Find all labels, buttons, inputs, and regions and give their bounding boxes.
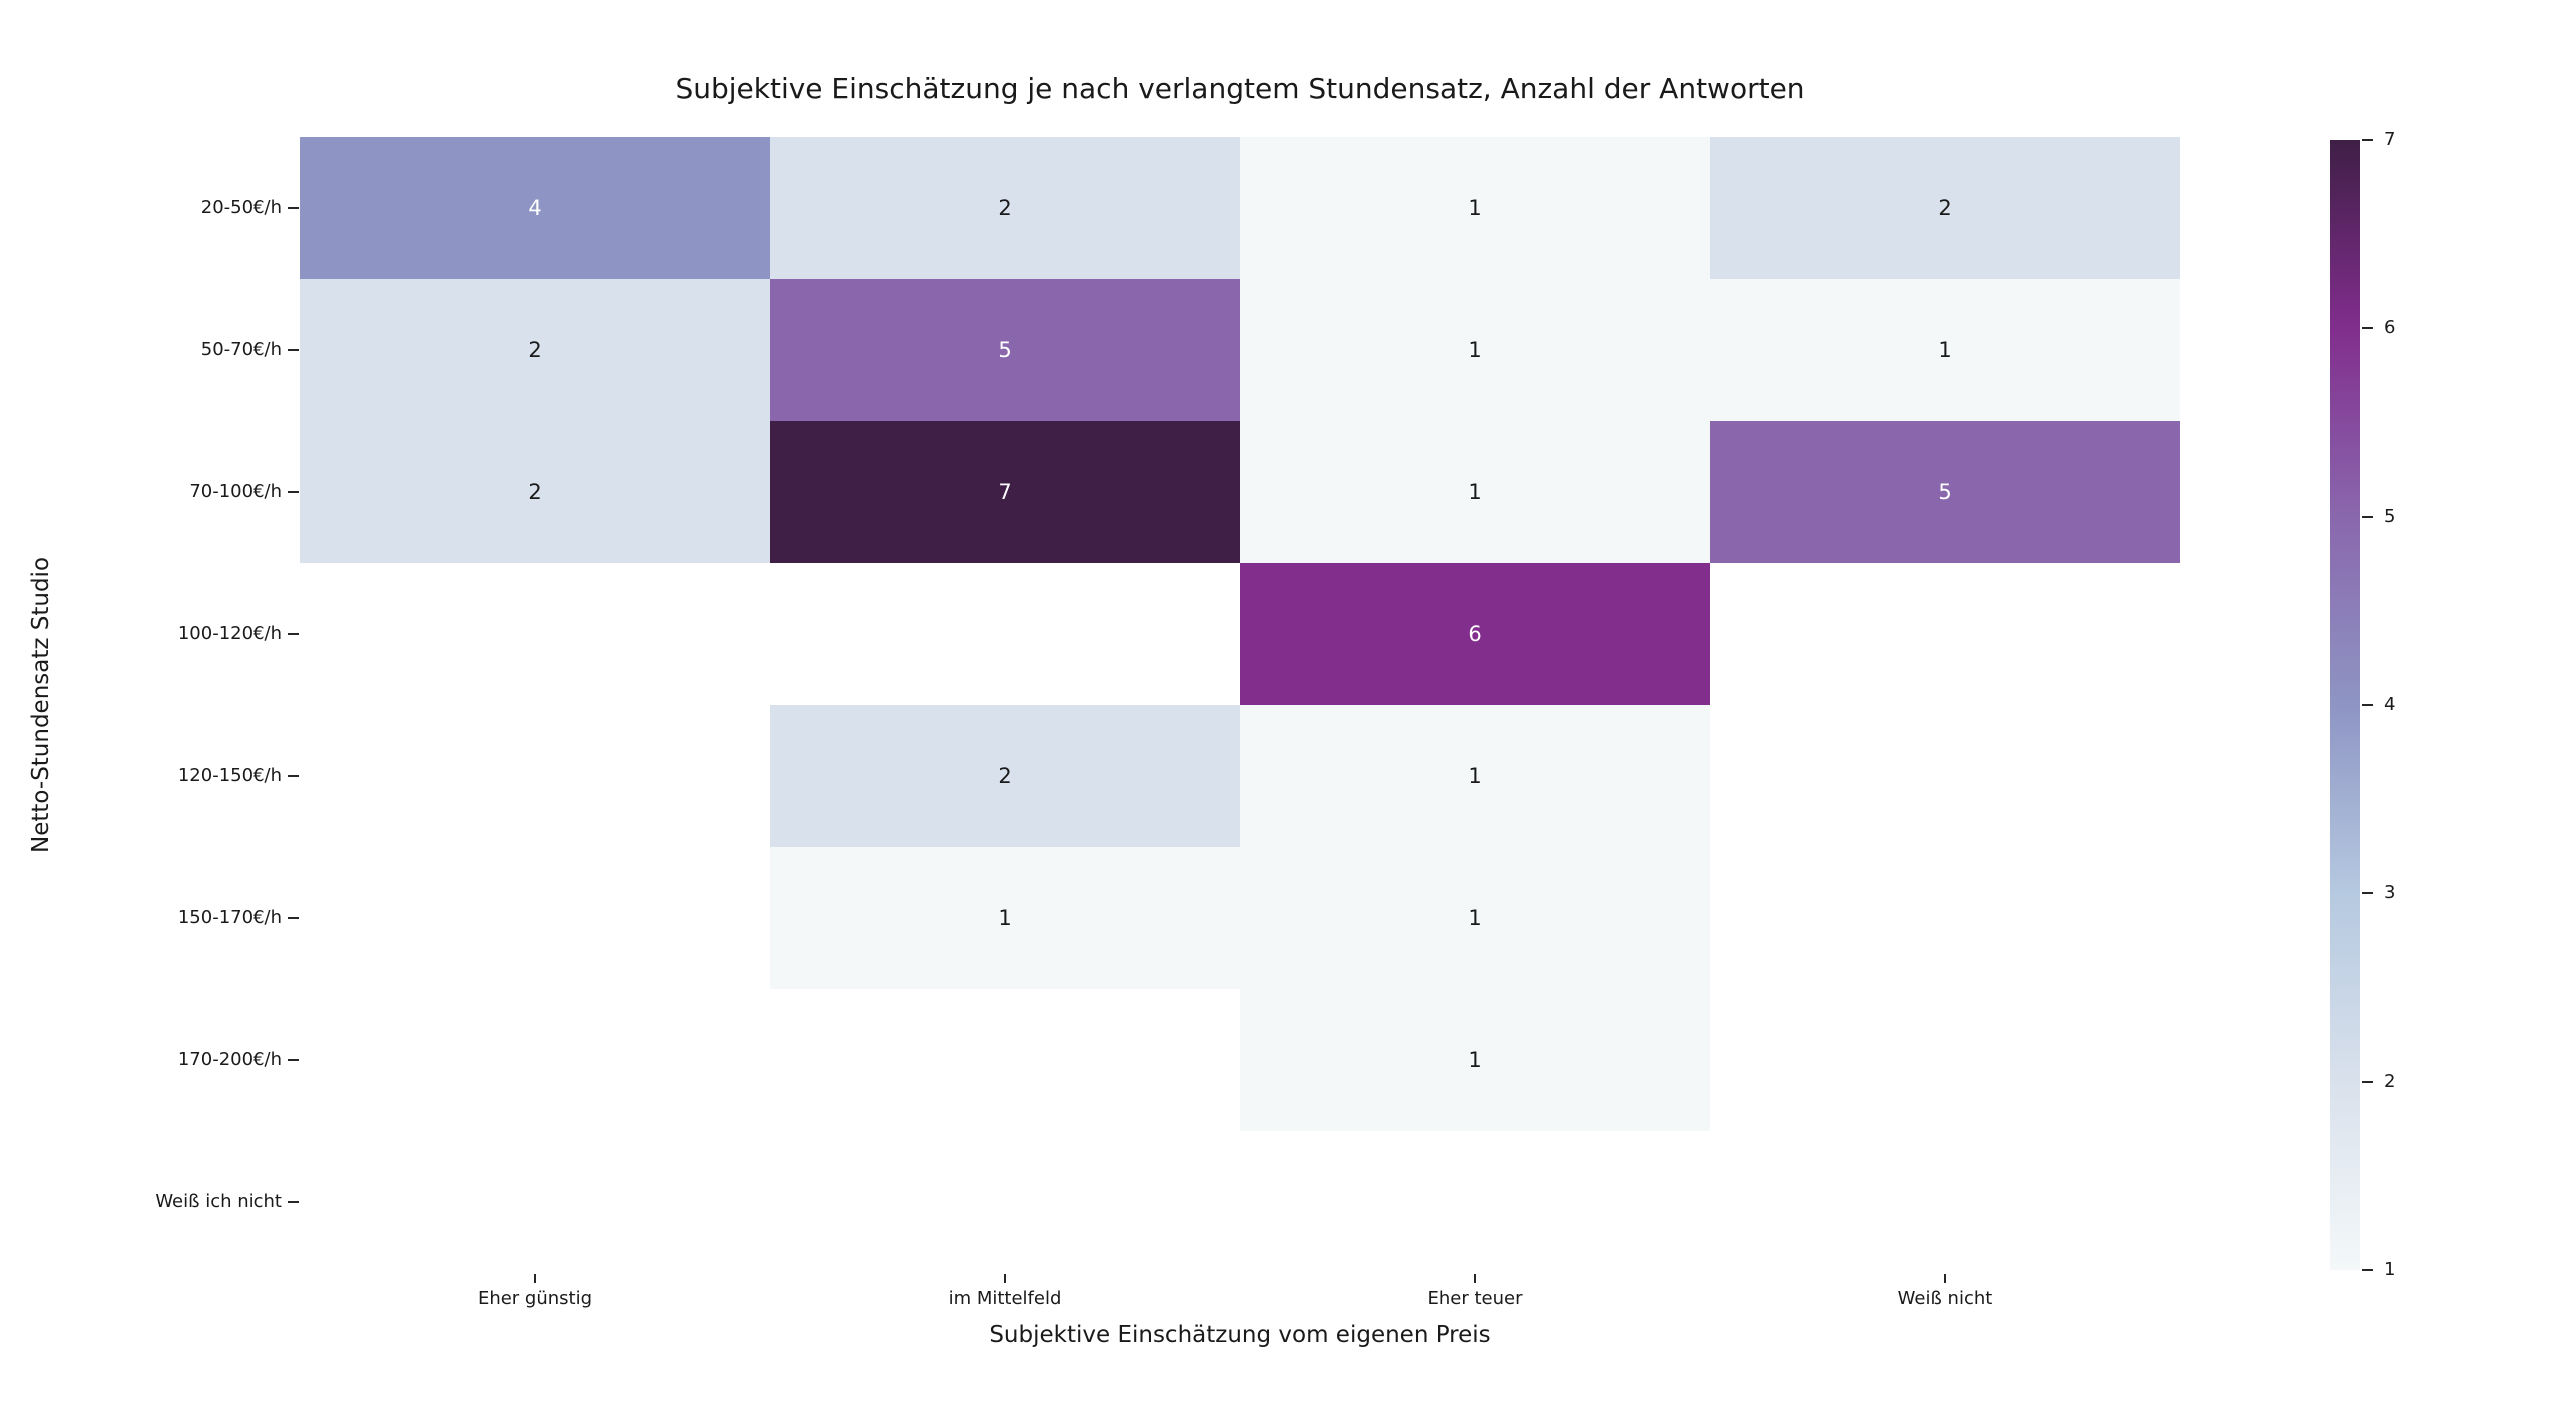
x-tick-label: Weiß nicht (1897, 1288, 1993, 1309)
y-tick-mark (288, 917, 299, 919)
heatmap-cell: 1 (1710, 279, 2180, 421)
heatmap-cell-empty (1710, 847, 2180, 989)
x-tick-label: Eher günstig (477, 1288, 593, 1309)
y-tick-label: 150-170€/h (177, 907, 282, 928)
x-tick-mark (1004, 1274, 1006, 1283)
y-tick-label: 70-100€/h (189, 481, 282, 502)
y-tick-mark (288, 775, 299, 777)
heatmap-cell: 1 (770, 847, 1240, 989)
heatmap-cell-empty (1710, 705, 2180, 847)
heatmap-cell-empty (770, 563, 1240, 705)
y-tick-label: 50-70€/h (200, 339, 282, 360)
colorbar-tick-label: 2 (2384, 1070, 2396, 1092)
y-tick-mark (288, 1059, 299, 1061)
x-tick-mark (1474, 1274, 1476, 1283)
colorbar-tick-label: 3 (2384, 882, 2396, 904)
heatmap-cell-empty (1710, 989, 2180, 1131)
heatmap-cell-empty (770, 989, 1240, 1131)
y-tick-label: 170-200€/h (177, 1049, 282, 1070)
colorbar-tick-label: 4 (2384, 694, 2396, 715)
x-tick-mark (1944, 1274, 1946, 1283)
y-tick-label: 120-150€/h (177, 765, 282, 786)
colorbar-tick-label: 1 (2384, 1259, 2396, 1280)
colorbar-tick-mark (2362, 892, 2373, 895)
heatmap-cell: 1 (1240, 705, 1710, 847)
colorbar-tick-mark (2362, 327, 2373, 330)
heatmap-cell: 2 (300, 279, 770, 421)
y-axis-label: Netto-Stundensatz Studio (28, 556, 54, 854)
heatmap-cell-empty (300, 705, 770, 847)
heatmap-cell-empty (1710, 563, 2180, 705)
colorbar-tick-mark (2362, 139, 2373, 141)
heatmap-cell-empty (300, 1131, 770, 1273)
heatmap-cell: 2 (770, 137, 1240, 279)
heatmap-cell: 1 (1240, 989, 1710, 1131)
heatmap-cell: 7 (770, 421, 1240, 563)
heatmap-cell: 1 (1240, 279, 1710, 421)
y-tick-mark (288, 1201, 299, 1203)
heatmap-cell-empty (770, 1131, 1240, 1273)
x-tick-label: im Mittelfeld (948, 1288, 1062, 1309)
colorbar-tick-label: 7 (2384, 129, 2396, 150)
y-tick-label: Weiß ich nicht (155, 1191, 282, 1212)
y-tick-label: 100-120€/h (177, 623, 282, 644)
x-tick-label: Eher teuer (1427, 1288, 1523, 1309)
colorbar-tick-label: 6 (2384, 317, 2396, 339)
heatmap-cell: 4 (300, 137, 770, 279)
heatmap-cell-empty (1240, 1131, 1710, 1273)
y-tick-mark (288, 633, 299, 635)
heatmap-cell-empty (1710, 1131, 2180, 1273)
colorbar-tick-mark (2362, 704, 2373, 706)
chart-title: Subjektive Einschätzung je nach verlangt… (675, 72, 1805, 105)
x-axis-label: Subjektive Einschätzung vom eigenen Prei… (989, 1322, 1491, 1348)
heatmap-cell-empty (300, 847, 770, 989)
heatmap-cell: 1 (1240, 421, 1710, 563)
heatmap-cell: 6 (1240, 563, 1710, 705)
colorbar (2330, 140, 2360, 1270)
heatmap-cell: 2 (300, 421, 770, 563)
colorbar-tick-mark (2362, 1080, 2373, 1083)
heatmap-cell: 1 (1240, 847, 1710, 989)
heatmap-cell: 2 (770, 705, 1240, 847)
heatmap-cell: 1 (1240, 137, 1710, 279)
y-tick-mark (288, 207, 299, 209)
heatmap-cell-empty (300, 989, 770, 1131)
heatmap-cell: 5 (1710, 421, 2180, 563)
heatmap-cell: 5 (770, 279, 1240, 421)
x-tick-mark (534, 1274, 536, 1283)
colorbar-tick-mark (2362, 1269, 2373, 1271)
heatmap-cell-empty (300, 563, 770, 705)
heatmap-cell: 2 (1710, 137, 2180, 279)
y-tick-mark (288, 349, 299, 351)
colorbar-tick-mark (2362, 515, 2373, 518)
colorbar-tick-label: 5 (2384, 505, 2396, 527)
y-tick-label: 20-50€/h (200, 197, 282, 218)
y-tick-mark (288, 491, 299, 493)
